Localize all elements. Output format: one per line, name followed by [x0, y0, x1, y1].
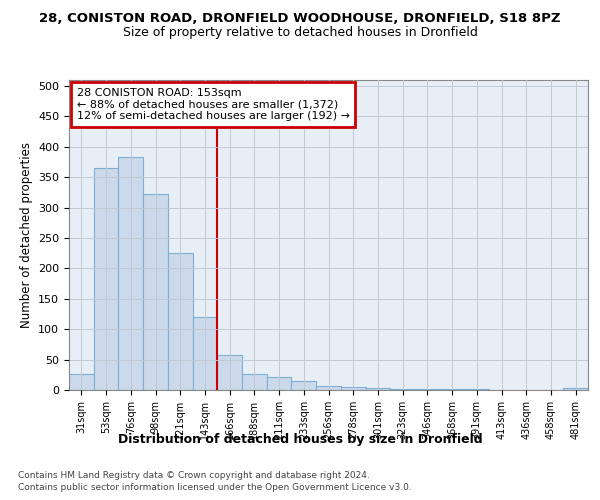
Bar: [143, 194, 168, 390]
Bar: [316, 386, 341, 390]
Y-axis label: Number of detached properties: Number of detached properties: [20, 142, 32, 328]
Bar: [69, 374, 94, 390]
Bar: [390, 389, 415, 390]
Bar: [365, 388, 390, 390]
Text: Contains public sector information licensed under the Open Government Licence v3: Contains public sector information licen…: [18, 484, 412, 492]
Bar: [341, 387, 365, 390]
Text: Contains HM Land Registry data © Crown copyright and database right 2024.: Contains HM Land Registry data © Crown c…: [18, 471, 370, 480]
Bar: [563, 388, 588, 390]
Bar: [292, 381, 316, 390]
Bar: [242, 374, 267, 390]
Bar: [94, 168, 118, 390]
Bar: [118, 157, 143, 390]
Bar: [193, 317, 217, 390]
Text: 28, CONISTON ROAD, DRONFIELD WOODHOUSE, DRONFIELD, S18 8PZ: 28, CONISTON ROAD, DRONFIELD WOODHOUSE, …: [39, 12, 561, 26]
Bar: [168, 253, 193, 390]
Text: 28 CONISTON ROAD: 153sqm
← 88% of detached houses are smaller (1,372)
12% of sem: 28 CONISTON ROAD: 153sqm ← 88% of detach…: [77, 88, 350, 121]
Text: Size of property relative to detached houses in Dronfield: Size of property relative to detached ho…: [122, 26, 478, 39]
Text: Distribution of detached houses by size in Dronfield: Distribution of detached houses by size …: [118, 432, 482, 446]
Bar: [267, 376, 292, 390]
Bar: [217, 356, 242, 390]
